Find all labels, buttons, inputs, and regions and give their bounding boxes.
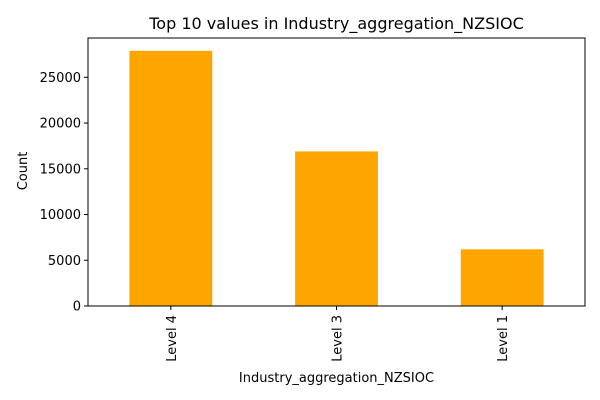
y-tick-label: 5000 (48, 254, 81, 269)
y-tick-label: 20000 (40, 117, 81, 132)
bar-level-3 (295, 151, 378, 306)
chart-title: Top 10 values in Industry_aggregation_NZ… (148, 14, 524, 34)
bar-level-4 (129, 50, 213, 306)
y-tick-label: 0 (73, 300, 81, 315)
y-tick-label: 15000 (40, 162, 81, 177)
x-tick-label: Level 4 (165, 315, 180, 362)
x-tick-label: Level 1 (496, 315, 511, 362)
y-tick-label: 25000 (40, 71, 81, 86)
x-axis-label: Industry_aggregation_NZSIOC (239, 371, 434, 386)
x-tick-label: Level 3 (331, 315, 346, 362)
y-tick-label: 10000 (40, 208, 81, 223)
bar-level-1 (460, 249, 544, 306)
plot-area: 0 5000 10000 15000 20000 25000 Level 4 Level 3 L… (40, 37, 586, 362)
y-axis-label: Count (16, 152, 31, 191)
